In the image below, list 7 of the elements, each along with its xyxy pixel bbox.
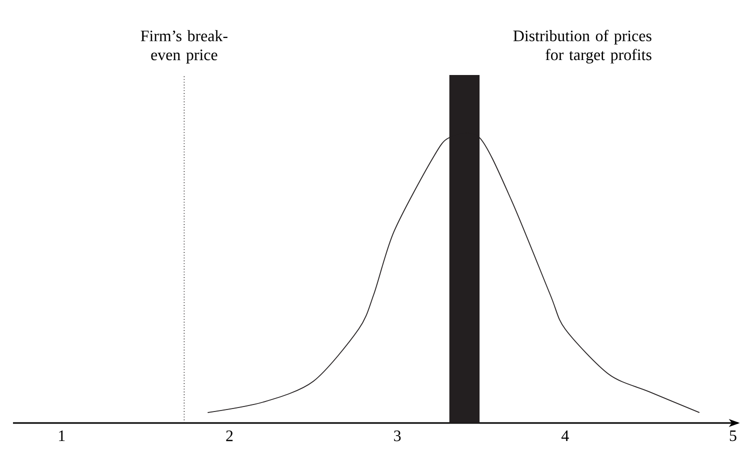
text: Distribution of prices for target profits (513, 30, 652, 64)
x-tick-label: 5 (730, 430, 736, 442)
x-tick-label: 4 (561, 430, 569, 442)
ref-line-label: Firm’s break-even price (140, 30, 228, 64)
x-tick-label: 2 (226, 430, 233, 442)
x-tick-label: 1 (59, 430, 65, 442)
x-tick-label: 3 (394, 430, 401, 442)
